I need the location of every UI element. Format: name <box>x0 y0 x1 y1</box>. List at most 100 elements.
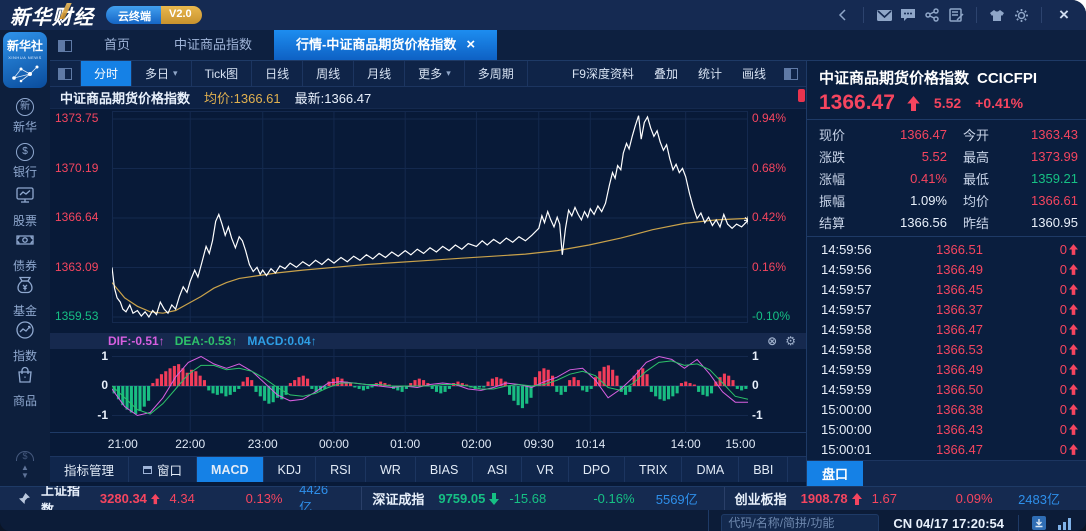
indicator-tab-label: DMA <box>696 462 725 477</box>
macd-chart-panel[interactable]: 1 1 0 0 -1 -1 <box>50 349 806 433</box>
tick-time: 14:59:56 <box>821 261 872 277</box>
share-icon[interactable] <box>920 5 944 25</box>
tab-item[interactable]: 首页 <box>82 30 152 60</box>
tick-up-arrow-icon <box>1069 324 1078 335</box>
tick-price: 1366.53 <box>936 342 983 358</box>
time-label: 14:00 <box>670 437 701 451</box>
toolbar-action-统计[interactable]: 统计 <box>697 67 722 81</box>
indicator-tab-BIAS[interactable]: BIAS <box>416 457 474 482</box>
tab-order-book[interactable]: 盘口 <box>807 461 863 487</box>
sidebar-item-债券[interactable]: 债券 <box>0 229 50 274</box>
indicator-tab-窗口[interactable]: 窗口 <box>129 457 198 482</box>
toolbar-button-分时[interactable]: 分时 <box>80 61 133 86</box>
tab-close-icon[interactable]: × <box>466 36 476 53</box>
tab-item[interactable]: 中证商品指数 <box>152 30 274 60</box>
indicator-tab-WR[interactable]: WR <box>366 457 416 482</box>
panel-toggle-icon[interactable] <box>58 40 72 52</box>
indicator-tab-BBI[interactable]: BBI <box>739 457 789 482</box>
tick-row: 14:59:57 1366.45 0 <box>807 279 1086 299</box>
clipped-next-icon: $ <box>16 451 34 462</box>
indicator-tab-RSI[interactable]: RSI <box>316 457 366 482</box>
time-label: 01:00 <box>390 437 421 451</box>
toolbar-button-多日[interactable]: 多日 ▾ <box>132 61 192 86</box>
chart-area: 分时 多日 ▾ Tick图 日线 周线 月线 更多 ▾ 多周期 F9深度资料 叠加 统计 画线 中证商品… <box>50 60 806 487</box>
stat-value: 1366.47 <box>900 126 947 142</box>
indicator-tab-KDJ[interactable]: KDJ <box>264 457 317 482</box>
sidebar-item-商品[interactable]: 商品 <box>0 364 50 409</box>
sidebar-item-股票[interactable]: 股票 <box>0 184 50 229</box>
indicator-tab-VR[interactable]: VR <box>522 457 569 482</box>
indicator-tab-MACD[interactable]: MACD <box>197 457 264 482</box>
panel-toggle-icon[interactable] <box>784 67 798 80</box>
news-note-icon[interactable] <box>944 5 968 25</box>
chevron-down-icon: ▾ <box>446 68 451 78</box>
tick-row: 14:59:57 1366.37 0 <box>807 299 1086 319</box>
product-badge: 云终端 V2.0 <box>106 6 202 24</box>
tick-row: 15:00:00 1366.38 0 <box>807 400 1086 420</box>
time-label: 10:14 <box>575 437 606 451</box>
sidebar-item-新华[interactable]: 新新华 <box>0 94 50 139</box>
price-chart-panel[interactable]: 1373.75 1370.19 1366.64 1363.09 1359.53 0.94%… <box>50 109 806 333</box>
sidebar-item-label: 债券 <box>12 258 37 273</box>
toolbar-button-Tick图[interactable]: Tick图 <box>192 61 253 86</box>
tab-label: 首页 <box>104 37 131 52</box>
index-group-上证指数[interactable]: 上证指数 3280.34 4.34 0.13% 4426亿 <box>0 482 361 517</box>
indicator-settings-icon[interactable]: ⚙ <box>785 334 796 348</box>
panel-toggle-icon[interactable] <box>58 67 72 80</box>
time-label: 22:00 <box>175 437 206 451</box>
scroll-down-arrow[interactable]: ▼ <box>21 471 29 481</box>
quote-tab-row: 盘口 <box>807 460 1086 487</box>
tick-volume-value: 0 <box>1059 342 1067 358</box>
toolbar-button-日线[interactable]: 日线 <box>252 61 304 86</box>
symbol-search-input[interactable] <box>728 516 884 531</box>
indicator-tab-ASI[interactable]: ASI <box>473 457 523 482</box>
toolbar-button-多周期[interactable]: 多周期 <box>465 61 528 86</box>
tick-time: 15:00:01 <box>821 442 872 458</box>
index-group-创业板指[interactable]: 创业板指 1908.78 1.67 0.09% 2483亿 <box>723 487 1086 511</box>
mail-icon[interactable] <box>872 5 896 25</box>
sidebar-scroll-controls: $ ▲ ▼ <box>0 451 50 480</box>
time-label: 02:00 <box>461 437 492 451</box>
dif-value-label: DIF:-0.51↑ <box>108 334 165 348</box>
xinhua-news-logo[interactable]: 新华社 XINHUA NEWS <box>3 32 47 88</box>
tick-price: 1366.45 <box>936 281 983 297</box>
theme-shirt-icon[interactable] <box>985 5 1009 25</box>
pin-icon[interactable] <box>18 492 31 505</box>
indicator-tab-DMA[interactable]: DMA <box>682 457 740 482</box>
tick-time: 14:59:59 <box>821 382 872 398</box>
download-icon[interactable] <box>1031 515 1047 531</box>
toolbar-action-叠加[interactable]: 叠加 <box>653 67 678 81</box>
indicator-tab-DPO[interactable]: DPO <box>569 457 625 482</box>
toolbar-action-画线[interactable]: 画线 <box>741 67 766 81</box>
index-group-深证成指[interactable]: 深证成指 9759.05 -15.68 -0.16% 5569亿 <box>361 487 723 511</box>
sidebar-item-label: 基金 <box>12 303 37 318</box>
tick-volume-value: 0 <box>1059 362 1067 378</box>
indicator-close-icon[interactable]: ⊗ <box>767 334 778 348</box>
toolbar-button-更多[interactable]: 更多 ▾ <box>405 61 465 86</box>
scroll-up-arrow[interactable]: ▲ <box>21 463 29 473</box>
sidebar-item-银行[interactable]: $ 银行 <box>0 139 50 184</box>
toolbar-button-月线[interactable]: 月线 <box>354 61 406 86</box>
sidebar-item-指数[interactable]: 指数 <box>0 319 50 364</box>
tick-row: 14:59:56 1366.49 0 <box>807 259 1086 279</box>
price-up-arrow-icon <box>907 95 920 111</box>
quote-title: 中证商品期货价格指数 CCICFPI <box>807 61 1086 88</box>
titlebar-separator <box>863 7 864 23</box>
scrollbar-thumb[interactable] <box>798 89 805 102</box>
sidebar-item-基金[interactable]: 基金 <box>0 274 50 319</box>
tick-row: 15:00:00 1366.43 0 <box>807 420 1086 440</box>
close-icon[interactable]: × <box>1059 5 1069 24</box>
tab-active[interactable]: 行情-中证商品期货价格指数 × <box>274 30 498 60</box>
collapse-left-icon[interactable] <box>831 5 855 25</box>
message-icon[interactable] <box>896 5 920 25</box>
indicator-tab-TRIX[interactable]: TRIX <box>625 457 683 482</box>
toolbar-button-周线[interactable]: 周线 <box>303 61 355 86</box>
price-change: 5.52 <box>933 95 962 111</box>
tick-time: 14:59:58 <box>821 321 872 337</box>
tab-label: 行情-中证商品期货价格指数 <box>296 37 457 52</box>
settings-gear-icon[interactable] <box>1009 5 1033 25</box>
period-toolbar: 分时 多日 ▾ Tick图 日线 周线 月线 更多 ▾ 多周期 F9深度资料 叠加 统计 画线 <box>50 61 806 87</box>
toolbar-action-F9深度资料[interactable]: F9深度资料 <box>571 67 634 81</box>
indicator-tab-指标管理[interactable]: 指标管理 <box>50 457 130 482</box>
tick-row: 15:00:01 1366.47 0 <box>807 440 1086 460</box>
